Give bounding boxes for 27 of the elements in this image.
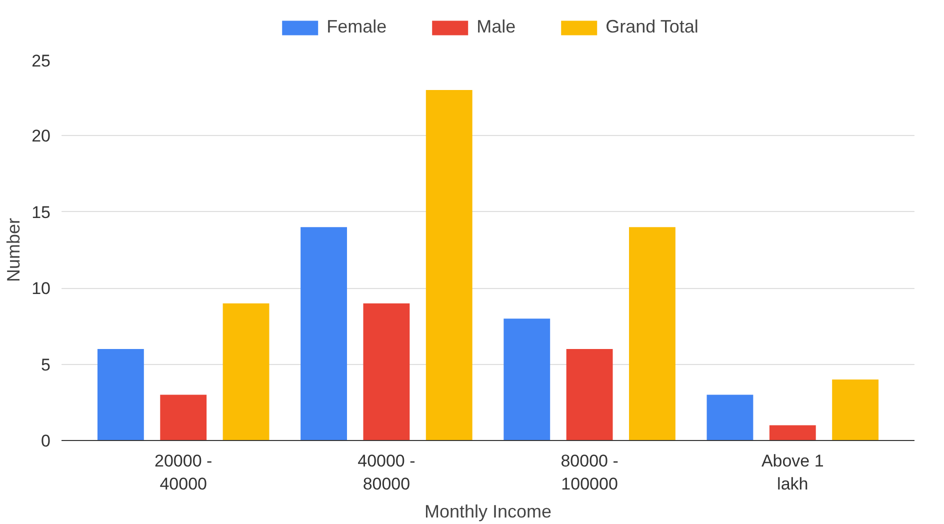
legend-label: Female	[326, 16, 387, 38]
y-tick-label: 25	[32, 52, 51, 70]
y-axis-title: Number	[4, 218, 24, 282]
bar	[426, 90, 472, 440]
bar	[363, 303, 410, 440]
x-tick-label: Above 1 lakh	[761, 452, 824, 494]
bar	[566, 349, 613, 440]
bar	[504, 318, 550, 440]
bar	[97, 349, 144, 440]
x-tick-label: 20000 - 40000	[154, 452, 212, 494]
legend-label: Grand Total	[606, 16, 698, 38]
bar	[222, 303, 270, 440]
x-tick-label: 40000 - 80000	[358, 452, 416, 494]
bar	[160, 394, 207, 440]
y-tick-label: 0	[41, 432, 51, 450]
bar	[769, 425, 816, 440]
bar	[706, 394, 754, 440]
legend-label: Male	[476, 16, 516, 38]
y-tick-label: 5	[41, 355, 51, 374]
bar	[629, 227, 676, 440]
y-tick-label: 20	[32, 126, 51, 146]
bar	[832, 380, 879, 440]
y-tick-label: 10	[32, 279, 51, 298]
x-axis-title: Monthly Income	[424, 501, 552, 522]
x-tick-label: 80000 - 100000	[560, 452, 618, 494]
y-tick-label: 15	[32, 202, 51, 222]
bar	[300, 227, 347, 440]
